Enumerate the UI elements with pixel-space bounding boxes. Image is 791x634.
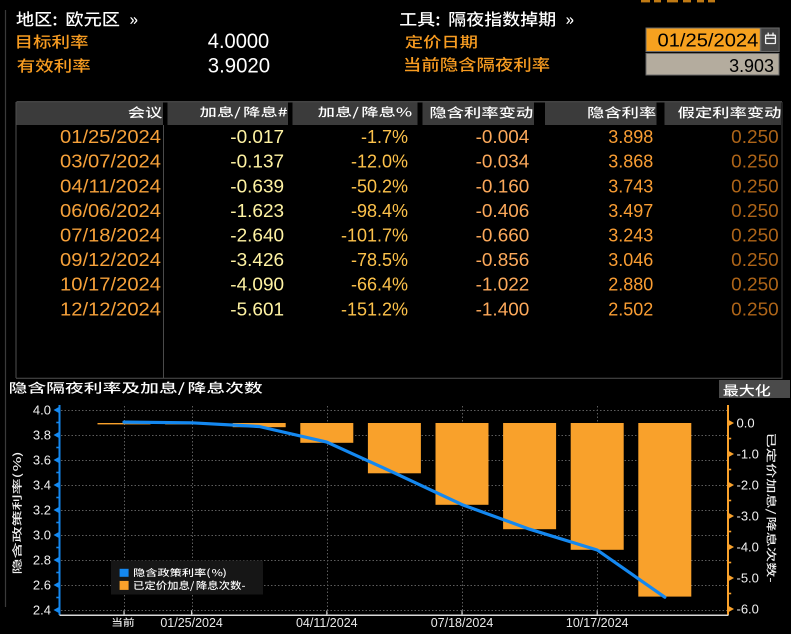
svg-text:3.8: 3.8 bbox=[33, 428, 51, 443]
svg-text:-66.4%: -66.4% bbox=[351, 275, 408, 295]
svg-text:07/18/2024: 07/18/2024 bbox=[60, 226, 161, 246]
svg-text:-101.7%: -101.7% bbox=[341, 226, 408, 246]
svg-text:01/25/2024: 01/25/2024 bbox=[60, 127, 161, 147]
svg-text:0.250: 0.250 bbox=[731, 176, 779, 196]
svg-text:-0.856: -0.856 bbox=[476, 250, 530, 270]
svg-text:-0.660: -0.660 bbox=[476, 226, 530, 246]
svg-text:3.243: 3.243 bbox=[608, 226, 653, 246]
svg-text:-151.2%: -151.2% bbox=[341, 299, 408, 319]
svg-text:3.046: 3.046 bbox=[608, 250, 653, 270]
svg-text:0.250: 0.250 bbox=[731, 152, 779, 172]
svg-text:0.250: 0.250 bbox=[731, 201, 779, 221]
svg-text:0.250: 0.250 bbox=[731, 275, 779, 295]
svg-text:-1.7%: -1.7% bbox=[361, 127, 408, 147]
svg-text:3.868: 3.868 bbox=[608, 152, 653, 172]
svg-text:-2.0: -2.0 bbox=[737, 478, 759, 493]
svg-text:-6.0: -6.0 bbox=[737, 602, 759, 617]
svg-text:-0.004: -0.004 bbox=[476, 127, 530, 147]
svg-text:-4.090: -4.090 bbox=[230, 275, 284, 295]
svg-text:2.8: 2.8 bbox=[33, 553, 51, 568]
svg-text:04/11/2024: 04/11/2024 bbox=[296, 616, 358, 630]
svg-text:-1.400: -1.400 bbox=[476, 299, 530, 319]
svg-text:0.250: 0.250 bbox=[731, 299, 779, 319]
svg-text:-1.623: -1.623 bbox=[230, 201, 284, 221]
svg-text:-1.0: -1.0 bbox=[737, 447, 759, 462]
svg-text:3.898: 3.898 bbox=[608, 127, 653, 147]
svg-text:3.6: 3.6 bbox=[33, 453, 51, 468]
svg-text:3.4: 3.4 bbox=[33, 478, 51, 493]
svg-text:06/06/2024: 06/06/2024 bbox=[60, 201, 161, 221]
svg-text:10/17/2024: 10/17/2024 bbox=[566, 616, 629, 630]
svg-text:09/12/2024: 09/12/2024 bbox=[60, 250, 161, 270]
svg-text:-0.017: -0.017 bbox=[230, 127, 284, 147]
svg-text:12/12/2024: 12/12/2024 bbox=[60, 299, 161, 319]
svg-text:-3.0: -3.0 bbox=[737, 509, 759, 524]
svg-text:-0.406: -0.406 bbox=[476, 201, 530, 221]
svg-text:3.743: 3.743 bbox=[608, 176, 653, 196]
svg-text:2.502: 2.502 bbox=[608, 299, 653, 319]
svg-text:-4.0: -4.0 bbox=[737, 540, 759, 555]
svg-text:03/07/2024: 03/07/2024 bbox=[60, 152, 161, 172]
svg-text:-0.034: -0.034 bbox=[476, 152, 530, 172]
svg-text:04/11/2024: 04/11/2024 bbox=[60, 176, 161, 196]
svg-text:-98.4%: -98.4% bbox=[351, 201, 408, 221]
svg-text:-50.2%: -50.2% bbox=[351, 176, 408, 196]
svg-text:07/18/2024: 07/18/2024 bbox=[431, 616, 494, 630]
svg-text:-78.5%: -78.5% bbox=[351, 250, 408, 270]
svg-text:3.903: 3.903 bbox=[729, 56, 774, 76]
svg-text:3.0: 3.0 bbox=[33, 528, 51, 543]
svg-text:-3.426: -3.426 bbox=[230, 250, 284, 270]
svg-text:01/25/2024: 01/25/2024 bbox=[160, 616, 223, 630]
svg-text:0.250: 0.250 bbox=[731, 127, 779, 147]
svg-text:-0.137: -0.137 bbox=[230, 152, 284, 172]
svg-text:3.497: 3.497 bbox=[608, 201, 653, 221]
svg-text:2.4: 2.4 bbox=[33, 603, 51, 618]
svg-text:-2.640: -2.640 bbox=[230, 226, 284, 246]
svg-text:10/17/2024: 10/17/2024 bbox=[60, 275, 161, 295]
svg-text:0.250: 0.250 bbox=[731, 226, 779, 246]
svg-text:4.0000: 4.0000 bbox=[208, 29, 269, 53]
svg-text:0.250: 0.250 bbox=[731, 250, 779, 270]
svg-text:01/25/2024: 01/25/2024 bbox=[658, 30, 759, 50]
svg-text:3.2: 3.2 bbox=[33, 503, 51, 518]
svg-text:-0.639: -0.639 bbox=[230, 176, 284, 196]
svg-text:-5.0: -5.0 bbox=[737, 571, 759, 586]
svg-text:2.880: 2.880 bbox=[608, 275, 653, 295]
svg-text:-0.160: -0.160 bbox=[476, 176, 530, 196]
svg-text:0.0: 0.0 bbox=[737, 416, 755, 431]
svg-text:-5.601: -5.601 bbox=[230, 299, 284, 319]
svg-text:-12.0%: -12.0% bbox=[351, 152, 408, 172]
svg-text:-1.022: -1.022 bbox=[476, 275, 530, 295]
svg-text:3.9020: 3.9020 bbox=[208, 54, 270, 78]
svg-text:2.6: 2.6 bbox=[33, 578, 51, 593]
svg-text:4.0: 4.0 bbox=[33, 403, 51, 418]
